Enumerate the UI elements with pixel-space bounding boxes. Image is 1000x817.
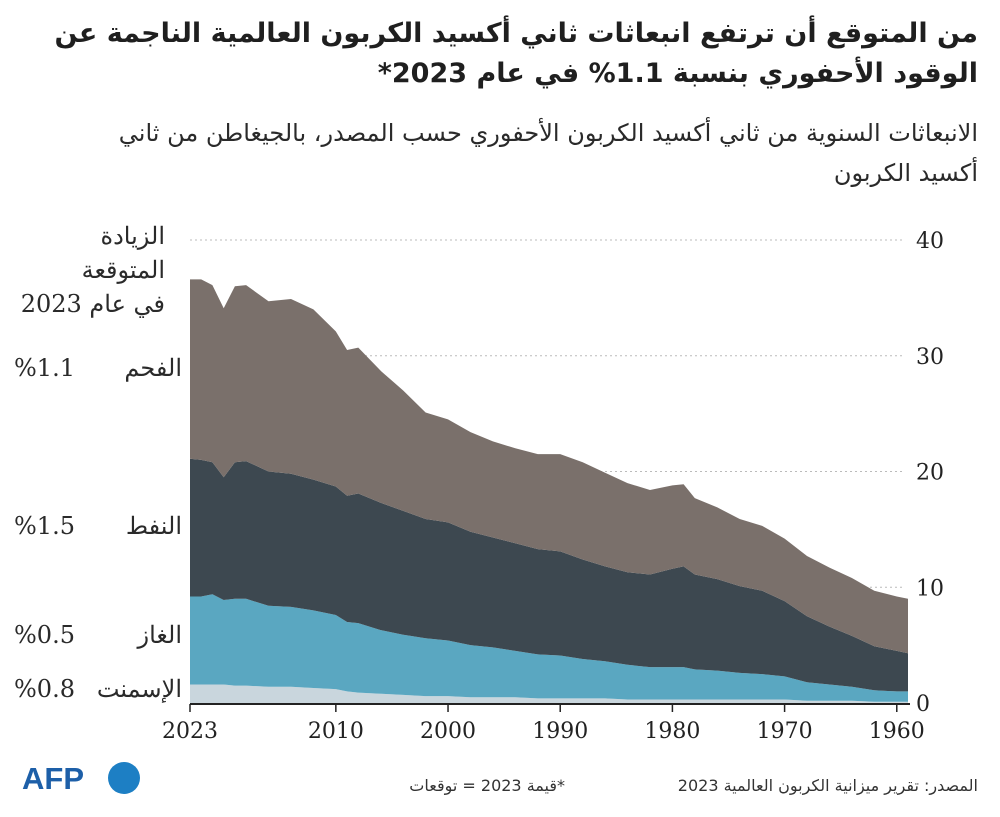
series-growth: %0.5 — [14, 621, 75, 649]
area-series-0 — [190, 684, 908, 703]
series-name: النفط — [126, 512, 182, 540]
axes: 0 10 20 30 40 2023 2010 2000 1990 1980 1970 1960 — [162, 229, 944, 744]
increase-labels: الزيادة المتوقعة في عام 2023 الإسمنت %0.8 الغ… — [14, 222, 182, 703]
x-tick-label: 1970 — [757, 719, 813, 744]
afp-logo-dot-icon — [108, 762, 140, 794]
series-growth: %0.8 — [14, 675, 75, 703]
series-name: الغاز — [137, 621, 182, 649]
series-label-0: الإسمنت %0.8 — [14, 675, 182, 703]
y-tick-label: 0 — [916, 692, 930, 717]
y-tick-label: 20 — [916, 461, 944, 486]
x-tick-label: 2010 — [308, 719, 364, 744]
increase-header-line: المتوقعة — [82, 256, 165, 284]
series-label-2: النفط %1.5 — [14, 512, 182, 540]
series-name: الإسمنت — [97, 675, 182, 703]
increase-header-line: في عام 2023 — [21, 290, 165, 318]
forecast-note: *قيمة 2023 = توقعات — [409, 776, 565, 795]
y-tick-label: 40 — [916, 229, 944, 254]
area-series-1 — [190, 594, 908, 702]
area-series-3 — [190, 279, 908, 654]
x-tick-label: 2023 — [162, 719, 218, 744]
y-tick-label: 10 — [916, 576, 944, 601]
x-tick-label: 1960 — [869, 719, 925, 744]
source-text: المصدر: تقرير ميزانية الكربون العالمية 2… — [677, 776, 978, 795]
x-tick-label: 2000 — [420, 719, 476, 744]
afp-logo: AFP — [22, 761, 140, 795]
y-tick-label: 30 — [916, 345, 944, 370]
series-name: الفحم — [124, 354, 182, 382]
x-tick-label: 1980 — [644, 719, 700, 744]
series-label-3: الفحم %1.1 — [14, 354, 182, 382]
increase-header-line: الزيادة — [101, 222, 165, 250]
stacked-areas — [190, 279, 908, 703]
series-growth: %1.5 — [14, 512, 75, 540]
afp-logo-text: AFP — [22, 761, 84, 795]
chart-title: من المتوقع أن ترتفع انبعاثات ثاني أكسيد … — [54, 18, 978, 89]
chart-subtitle: الانبعاثات السنوية من ثاني أكسيد الكربون… — [118, 119, 978, 187]
x-tick-label: 1990 — [532, 719, 588, 744]
area-series-2 — [190, 458, 908, 692]
series-label-1: الغاز %0.5 — [14, 621, 182, 649]
series-growth: %1.1 — [14, 354, 75, 382]
